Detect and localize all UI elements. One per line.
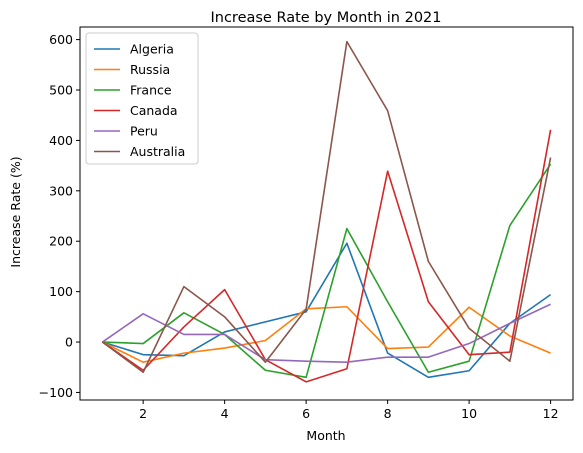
x-tick-label: 2: [139, 406, 147, 421]
legend-label: Russia: [130, 62, 170, 77]
x-tick-label: 6: [302, 406, 310, 421]
x-tick-label: 10: [461, 406, 477, 421]
legend-label: Peru: [130, 124, 158, 139]
x-axis-label: Month: [306, 428, 345, 443]
ticks-layer: 2 4 6 8 10 12 −100 0 100 200 300 400 500 600: [39, 32, 559, 421]
legend: Algeria Russia France Canada Peru Australia: [85, 32, 199, 165]
series-line-russia: [102, 305, 551, 364]
chart-title: Increase Rate by Month in 2021: [210, 10, 441, 26]
y-tick-label: 0: [65, 335, 73, 350]
plot-frame: [79, 26, 574, 401]
y-tick-label: 200: [49, 234, 73, 249]
series-line-france: [102, 163, 552, 379]
series-line-australia: [101, 40, 552, 374]
x-tick-label: 8: [384, 406, 392, 421]
y-tick-label: 600: [49, 32, 73, 47]
series-line-canada: [101, 129, 552, 383]
y-tick-label: −100: [39, 385, 73, 400]
y-tick-label: 500: [49, 83, 73, 98]
legend-label: Canada: [130, 103, 178, 118]
y-tick-label: 100: [49, 284, 73, 299]
y-tick-label: 300: [49, 183, 73, 198]
series-layer: [101, 40, 552, 383]
series-line-algeria: [102, 242, 552, 379]
y-tick-label: 400: [49, 133, 73, 148]
x-tick-label: 4: [221, 406, 229, 421]
series-line-peru: [101, 303, 551, 364]
legend-label: Australia: [130, 144, 185, 159]
legend-label: France: [130, 83, 172, 98]
x-tick-label: 12: [543, 406, 559, 421]
y-axis-label: Increase Rate (%): [8, 156, 23, 267]
legend-label: Algeria: [130, 42, 174, 57]
